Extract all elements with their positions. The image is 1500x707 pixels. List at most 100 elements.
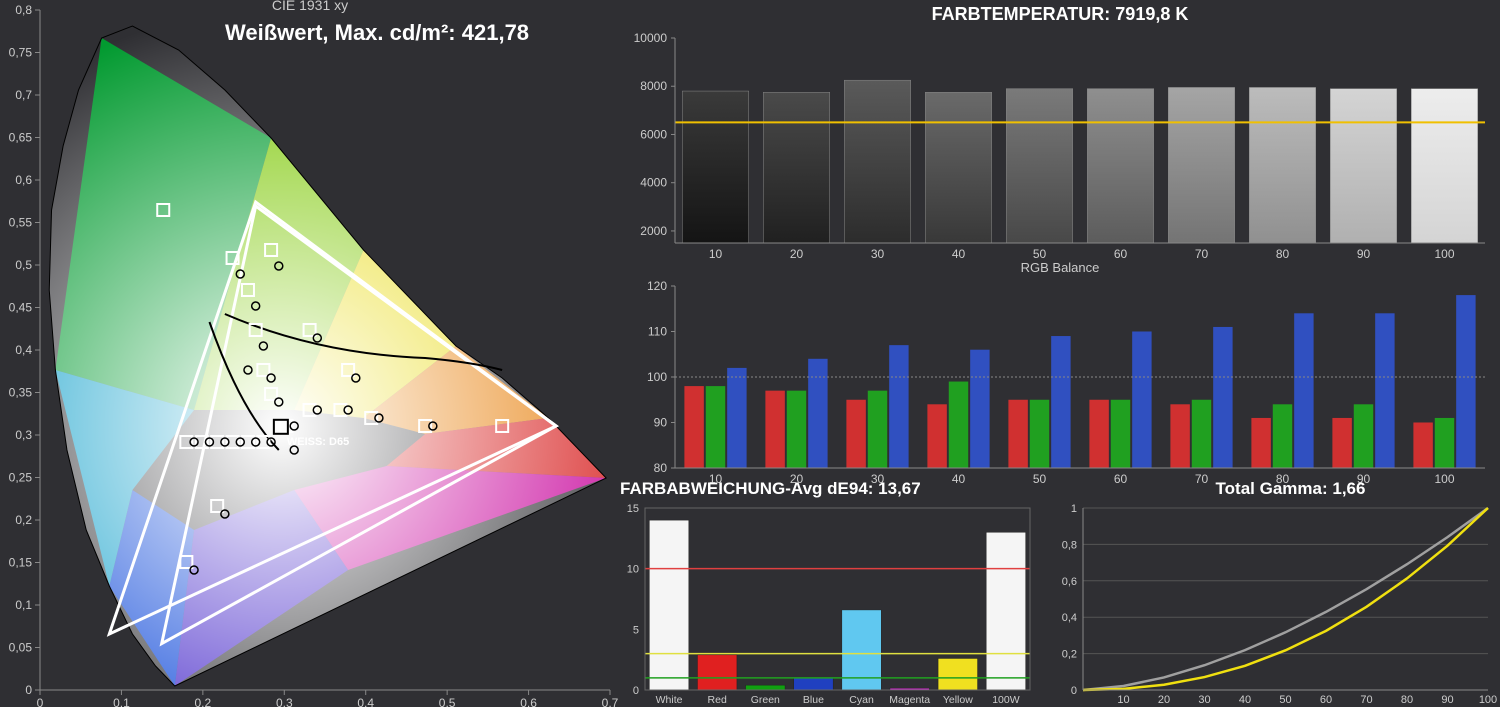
- rgb-bar-g: [1354, 404, 1373, 468]
- svg-text:90: 90: [1357, 247, 1371, 261]
- rgb-bar-r: [927, 404, 946, 468]
- rgb-bar-g: [868, 391, 887, 468]
- temp-bar: [1249, 87, 1315, 243]
- gamma-title: Total Gamma: 1,66: [1216, 479, 1366, 498]
- color-deviation-chart: FARBABWEICHUNG-Avg dE94: 13,67051015Whit…: [620, 479, 1030, 706]
- svg-text:0,55: 0,55: [9, 216, 33, 230]
- svg-text:40: 40: [1239, 694, 1251, 706]
- rgb-bar-g: [787, 391, 806, 468]
- svg-text:50: 50: [1033, 247, 1047, 261]
- svg-text:0,1: 0,1: [15, 598, 32, 612]
- rgb-bar-b: [970, 350, 989, 468]
- temp-bar: [682, 91, 748, 243]
- cie-overlay-text: Weißwert, Max. cd/m²: 421,78: [225, 20, 529, 45]
- svg-text:Green: Green: [751, 694, 780, 706]
- rgb-bar-b: [1051, 336, 1070, 468]
- svg-text:0,4: 0,4: [357, 696, 374, 707]
- svg-text:0,7: 0,7: [15, 88, 32, 102]
- svg-text:10: 10: [709, 247, 723, 261]
- rgb-title: RGB Balance: [1021, 260, 1100, 275]
- de-bar: [986, 532, 1025, 690]
- svg-text:120: 120: [647, 279, 667, 293]
- de-bar: [938, 658, 977, 690]
- de-bar: [649, 520, 688, 690]
- svg-text:6000: 6000: [640, 127, 667, 141]
- rgb-bar-b: [1375, 313, 1394, 468]
- temp-title: FARBTEMPERATUR: 7919,8 K: [932, 4, 1189, 24]
- svg-text:5: 5: [633, 624, 639, 636]
- rgb-bar-g: [706, 386, 725, 468]
- rgb-bar-g: [1192, 400, 1211, 468]
- temp-bar: [1006, 89, 1072, 243]
- svg-text:70: 70: [1195, 472, 1209, 486]
- svg-text:0,35: 0,35: [9, 386, 33, 400]
- svg-text:20: 20: [790, 247, 804, 261]
- rgb-bar-g: [949, 382, 968, 468]
- svg-text:0,6: 0,6: [1062, 576, 1077, 588]
- de-bar: [746, 685, 785, 690]
- svg-text:100: 100: [1434, 472, 1454, 486]
- rgb-bar-r: [765, 391, 784, 468]
- svg-text:Yellow: Yellow: [943, 694, 973, 706]
- svg-text:0,1: 0,1: [113, 696, 130, 707]
- rgb-bar-b: [727, 368, 746, 468]
- svg-text:90: 90: [654, 416, 668, 430]
- temp-bar: [1087, 89, 1153, 243]
- svg-text:0,15: 0,15: [9, 556, 33, 570]
- svg-text:0,75: 0,75: [9, 46, 33, 60]
- svg-text:0,7: 0,7: [602, 696, 619, 707]
- cie-title: CIE 1931 xy: [272, 0, 348, 13]
- rgb-bar-r: [1413, 423, 1432, 469]
- svg-text:80: 80: [1401, 694, 1413, 706]
- temp-bar: [1330, 89, 1396, 243]
- svg-text:20: 20: [1158, 694, 1170, 706]
- temp-bar: [925, 92, 991, 243]
- svg-text:0,5: 0,5: [439, 696, 456, 707]
- rgb-bar-r: [1089, 400, 1108, 468]
- gamma-meas-curve: [1083, 508, 1488, 690]
- rgb-bar-b: [1213, 327, 1232, 468]
- svg-text:80: 80: [1276, 247, 1290, 261]
- rgb-bar-b: [1132, 332, 1151, 469]
- svg-text:4000: 4000: [640, 176, 667, 190]
- svg-text:0: 0: [1071, 685, 1077, 697]
- svg-text:0,8: 0,8: [15, 3, 32, 17]
- rgb-bar-r: [684, 386, 703, 468]
- de-bar: [794, 678, 833, 690]
- svg-text:100: 100: [1434, 247, 1454, 261]
- svg-text:90: 90: [1441, 694, 1453, 706]
- svg-text:0,2: 0,2: [195, 696, 212, 707]
- svg-text:0: 0: [25, 683, 32, 697]
- svg-text:0,6: 0,6: [15, 173, 32, 187]
- svg-text:0: 0: [633, 685, 639, 697]
- rgb-bar-r: [846, 400, 865, 468]
- svg-text:10: 10: [1117, 694, 1129, 706]
- cie-chromaticity-diagram: CIE 1931 xyWEISS: D65Weißwert, Max. cd/m…: [9, 0, 619, 707]
- gamma-ref-curve: [1083, 508, 1488, 690]
- svg-text:40: 40: [952, 247, 966, 261]
- svg-text:100: 100: [647, 370, 667, 384]
- de-title: FARBABWEICHUNG-Avg dE94: 13,67: [620, 479, 921, 498]
- svg-text:50: 50: [1033, 472, 1047, 486]
- svg-text:0,2: 0,2: [15, 513, 32, 527]
- svg-text:0,4: 0,4: [1062, 612, 1077, 624]
- svg-text:10: 10: [627, 564, 639, 576]
- rgb-bar-b: [1456, 295, 1475, 468]
- svg-text:8000: 8000: [640, 79, 667, 93]
- rgb-bar-g: [1030, 400, 1049, 468]
- svg-text:Magenta: Magenta: [889, 694, 930, 706]
- svg-text:0,65: 0,65: [9, 131, 33, 145]
- svg-text:70: 70: [1360, 694, 1372, 706]
- svg-text:2000: 2000: [640, 224, 667, 238]
- svg-text:Red: Red: [708, 694, 727, 706]
- rgb-bar-r: [1251, 418, 1270, 468]
- svg-text:50: 50: [1279, 694, 1291, 706]
- gamma-chart: Total Gamma: 1,6600,20,40,60,81102030405…: [1062, 479, 1497, 706]
- svg-text:100W: 100W: [992, 694, 1020, 706]
- svg-text:0,05: 0,05: [9, 641, 33, 655]
- svg-text:30: 30: [1198, 694, 1210, 706]
- rgb-bar-b: [889, 345, 908, 468]
- rgb-bar-b: [808, 359, 827, 468]
- rgb-bar-r: [1008, 400, 1027, 468]
- svg-text:30: 30: [871, 247, 885, 261]
